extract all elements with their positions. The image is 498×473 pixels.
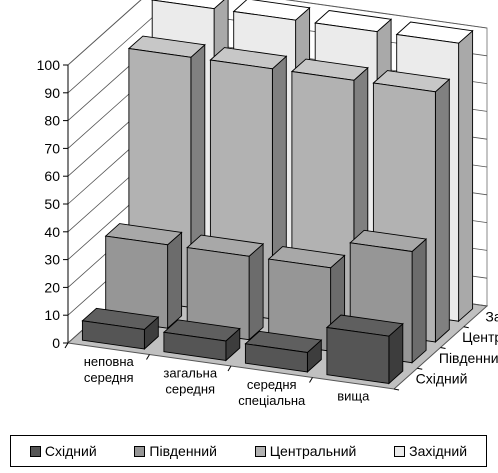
x-tick-label: загальна середня: [163, 365, 217, 396]
y-tick-label: 100: [37, 57, 61, 73]
depth-axis-labels: Східний Південний Центральний Західний: [393, 308, 498, 391]
y-tick-label: 90: [44, 85, 60, 101]
legend-label: Західний: [409, 443, 468, 459]
legend-swatch: [394, 445, 406, 457]
y-tick-label: 60: [44, 168, 60, 184]
depth-tick-label: Південний: [439, 350, 498, 366]
x-tick-mark: [146, 354, 150, 360]
chart: 0 10 20 30 40 50 60 70 80 90 100 неповна середня заг…: [37, 0, 498, 408]
bar: [325, 314, 404, 385]
legend-label: Південний: [149, 443, 217, 459]
x-tick-mark: [227, 365, 232, 372]
bar-front: [244, 343, 308, 373]
y-axis-ticks: 0 10 20 30 40 50 60 70 80 90 100: [37, 57, 69, 351]
depth-tick-mark: [463, 326, 469, 329]
depth-tick-label: Східний: [416, 371, 468, 387]
legend: Східний Південний Центральний Західний: [10, 435, 487, 467]
bar-side: [458, 29, 474, 323]
legend-swatch: [29, 445, 41, 457]
legend-label: Центральний: [269, 443, 357, 459]
y-tick-label: 10: [44, 307, 60, 323]
y-tick-label: 0: [52, 335, 60, 351]
bar-side: [411, 238, 427, 364]
legend-swatch: [254, 445, 266, 457]
legend-item: Південний: [134, 443, 217, 459]
y-tick-label: 40: [44, 224, 60, 240]
legend-item: Центральний: [254, 443, 357, 459]
x-tick-label: вища: [337, 388, 370, 403]
depth-tick-label: Західний: [485, 308, 498, 324]
x-tick-mark: [64, 342, 69, 349]
bar-front: [163, 331, 227, 362]
depth-tick-label: Центральний: [462, 329, 498, 345]
depth-tick-mark: [393, 388, 400, 391]
y-tick-label: 30: [44, 252, 60, 268]
x-tick-label: середня спеціальна: [238, 377, 306, 408]
bar-front: [326, 326, 390, 385]
bar: [186, 234, 265, 341]
bar-front: [81, 320, 145, 350]
y-tick-label: 80: [44, 113, 60, 129]
bar: [244, 330, 323, 374]
bar-side: [434, 78, 450, 344]
depth-tick-mark: [440, 347, 446, 349]
y-tick-label: 70: [44, 140, 60, 156]
legend-label: Східний: [44, 443, 97, 459]
depth-tick-mark: [417, 367, 423, 370]
bar-side: [167, 231, 183, 330]
y-tick-label: 20: [44, 279, 60, 295]
bar: [81, 307, 160, 351]
legend-item: Західний: [394, 443, 467, 459]
bar: [162, 319, 241, 362]
legend-item: Східний: [29, 443, 97, 459]
x-tick-mark: [309, 377, 313, 383]
bar-side: [248, 242, 264, 341]
x-axis-labels: неповна середня загальна середня середня спец…: [64, 342, 370, 408]
legend-swatch: [134, 445, 146, 457]
y-tick-label: 50: [44, 196, 60, 212]
bars: [81, 0, 474, 385]
x-tick-label: неповна середня: [84, 354, 135, 385]
gridline: [67, 0, 488, 66]
